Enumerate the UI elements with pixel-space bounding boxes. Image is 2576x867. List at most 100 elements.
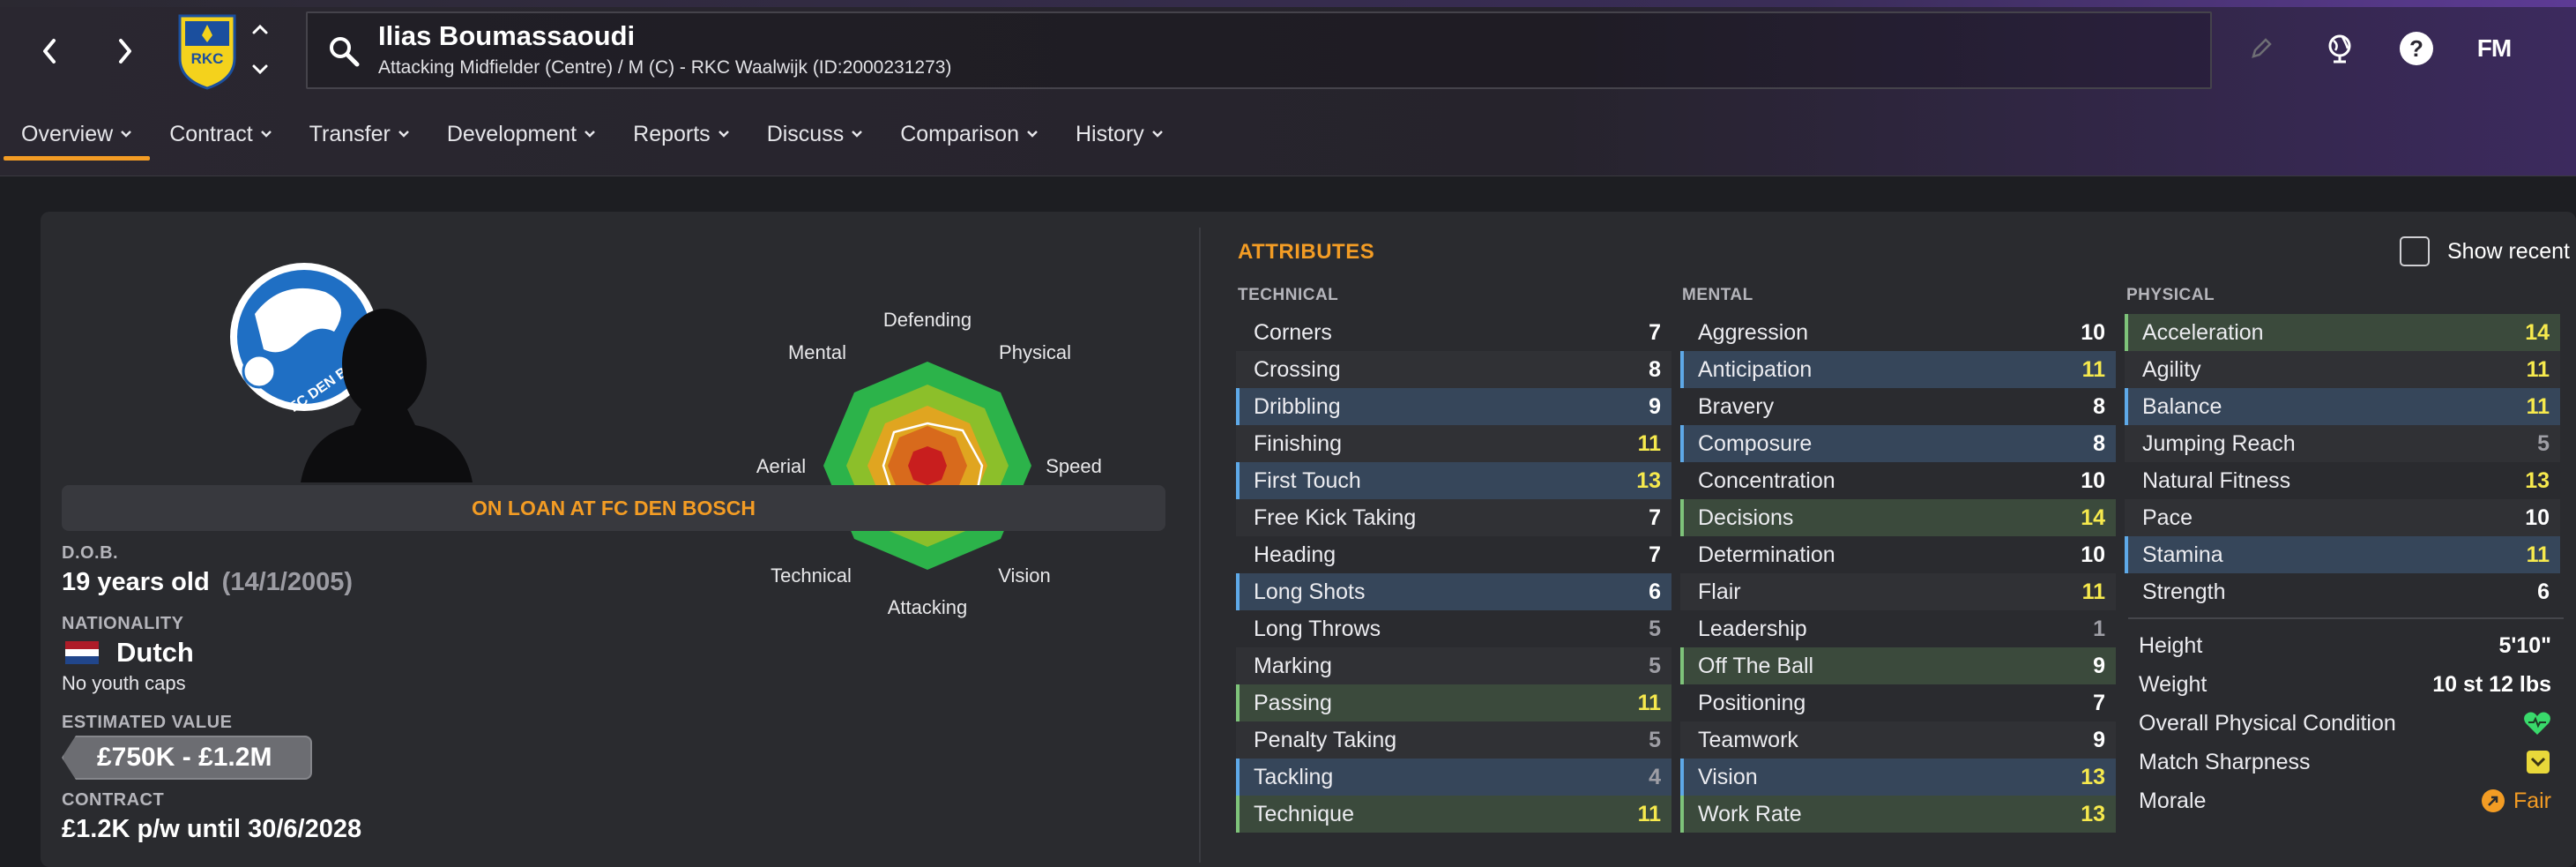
tab-discuss[interactable]: Discuss	[767, 113, 864, 155]
club-logo-icon[interactable]: FC DEN B	[228, 261, 380, 413]
show-recent-toggle[interactable]: Show recent	[2400, 236, 2570, 266]
nationality-label: NATIONALITY	[62, 614, 184, 633]
radar-label-mental: Mental	[788, 341, 846, 363]
attribute-row[interactable]: Balance 11	[2125, 388, 2560, 425]
fm-menu-button[interactable]: FM	[2476, 34, 2512, 62]
attribute-row[interactable]: Strength 6	[2125, 573, 2560, 610]
tab-history[interactable]: History	[1076, 113, 1164, 155]
attribute-value: 9	[2093, 653, 2105, 678]
attribute-name: Determination	[1698, 542, 1835, 567]
player-silhouette-icon	[301, 309, 473, 482]
show-recent-checkbox[interactable]	[2400, 236, 2430, 266]
morale-row[interactable]: Morale Fair	[2128, 781, 2564, 820]
forward-button[interactable]	[108, 31, 143, 71]
tab-label: History	[1075, 121, 1144, 146]
help-button[interactable]: ?	[2394, 26, 2438, 71]
attribute-value: 11	[2526, 356, 2550, 382]
attribute-name: Passing	[1254, 690, 1332, 715]
attribute-row[interactable]: Teamwork 9	[1680, 721, 2116, 759]
chevron-right-icon	[119, 39, 131, 64]
tab-reports[interactable]: Reports	[633, 113, 730, 155]
attribute-row[interactable]: Positioning 7	[1680, 684, 2116, 721]
attribute-row[interactable]: First Touch 13	[1236, 462, 1671, 499]
age-text: 19 years old	[62, 568, 210, 596]
sharpness-row[interactable]: Match Sharpness	[2128, 743, 2564, 781]
attribute-name: Natural Fitness	[2142, 467, 2291, 493]
attribute-name: Long Shots	[1254, 579, 1366, 604]
attribute-row[interactable]: Decisions 14	[1680, 499, 2116, 536]
attribute-row[interactable]: Natural Fitness 13	[2125, 462, 2560, 499]
attribute-row[interactable]: Work Rate 13	[1680, 796, 2116, 833]
attribute-row[interactable]: Anticipation 11	[1680, 351, 2116, 388]
attribute-row[interactable]: Off The Ball 9	[1680, 647, 2116, 684]
attribute-name: Corners	[1254, 319, 1332, 345]
attribute-row[interactable]: Stamina 11	[2125, 536, 2560, 573]
attribute-value: 14	[2525, 319, 2550, 345]
tab-transfer[interactable]: Transfer	[309, 113, 410, 155]
panel-divider	[1199, 228, 1201, 863]
technical-header: TECHNICAL	[1238, 286, 1339, 304]
attribute-row[interactable]: Bravery 8	[1680, 388, 2116, 425]
attribute-name: Tackling	[1254, 764, 1334, 789]
attribute-value: 13	[2081, 764, 2105, 789]
attribute-row[interactable]: Flair 11	[1680, 573, 2116, 610]
attribute-name: Stamina	[2142, 542, 2223, 567]
attribute-value: 13	[1636, 467, 1661, 493]
attribute-row[interactable]: Concentration 10	[1680, 462, 2116, 499]
attribute-row[interactable]: Crossing 8	[1236, 351, 1671, 388]
attribute-row[interactable]: Vision 13	[1680, 759, 2116, 796]
attribute-row[interactable]: Dribbling 9	[1236, 388, 1671, 425]
attribute-row[interactable]: Pace 10	[2125, 499, 2560, 536]
attribute-name: Leadership	[1698, 616, 1807, 641]
attribute-row[interactable]: Determination 10	[1680, 536, 2116, 573]
radar-ring-5	[908, 446, 947, 485]
dob-value: 19 years old (14/1/2005)	[62, 568, 353, 597]
attribute-name: Crossing	[1254, 356, 1341, 382]
nationality-row[interactable]: Dutch	[62, 637, 194, 669]
attribute-row[interactable]: Leadership 1	[1680, 610, 2116, 647]
estimated-value-tag[interactable]: £750K - £1.2M	[62, 736, 312, 780]
tab-overview[interactable]: Overview	[3, 113, 151, 161]
radar-label-speed: Speed	[1046, 455, 1102, 477]
attribute-value: 7	[2093, 690, 2105, 715]
attribute-row[interactable]: Acceleration 14	[2125, 314, 2560, 351]
attribute-row[interactable]: Jumping Reach 5	[2125, 425, 2560, 462]
attribute-row[interactable]: Corners 7	[1236, 314, 1671, 351]
attribute-row[interactable]: Composure 8	[1680, 425, 2116, 462]
club-crest-icon[interactable]: RKC	[176, 12, 238, 90]
attribute-row[interactable]: Penalty Taking 5	[1236, 721, 1671, 759]
attribute-value: 6	[1649, 579, 1661, 604]
physical-separator	[2128, 617, 2564, 619]
search-icon[interactable]	[327, 34, 362, 70]
condition-label: Overall Physical Condition	[2139, 710, 2396, 736]
attribute-row[interactable]: Long Throws 5	[1236, 610, 1671, 647]
attribute-row[interactable]: Free Kick Taking 7	[1236, 499, 1671, 536]
player-cycle-arrows[interactable]	[247, 23, 273, 76]
attribute-row[interactable]: Tackling 4	[1236, 759, 1671, 796]
attribute-name: Agility	[2142, 356, 2201, 382]
attribute-row[interactable]: Aggression 10	[1680, 314, 2116, 351]
globe-button[interactable]	[2319, 26, 2363, 71]
show-recent-label: Show recent	[2447, 238, 2570, 264]
attribute-row[interactable]: Technique 11	[1236, 796, 1671, 833]
attribute-name: Technique	[1254, 801, 1354, 826]
attribute-row[interactable]: Heading 7	[1236, 536, 1671, 573]
player-search-bar[interactable]: Ilias Boumassaoudi Attacking Midfielder …	[306, 11, 2212, 89]
attribute-row[interactable]: Passing 11	[1236, 684, 1671, 721]
condition-row[interactable]: Overall Physical Condition	[2128, 704, 2564, 743]
loan-status-banner[interactable]: ON LOAN AT FC DEN BOSCH	[62, 485, 1165, 531]
attribute-row[interactable]: Marking 5	[1236, 647, 1671, 684]
chevron-up-icon[interactable]	[251, 23, 269, 35]
attribute-name: Composure	[1698, 430, 1813, 456]
attribute-name: First Touch	[1254, 467, 1361, 493]
tab-comparison[interactable]: Comparison	[900, 113, 1039, 155]
attribute-row[interactable]: Long Shots 6	[1236, 573, 1671, 610]
tab-development[interactable]: Development	[447, 113, 596, 155]
tab-label: Contract	[169, 121, 253, 146]
tab-contract[interactable]: Contract	[169, 113, 272, 155]
attribute-row[interactable]: Agility 11	[2125, 351, 2560, 388]
attribute-row[interactable]: Finishing 11	[1236, 425, 1671, 462]
back-button[interactable]	[32, 31, 67, 71]
edit-button[interactable]	[2239, 26, 2283, 71]
chevron-down-icon[interactable]	[251, 64, 269, 76]
